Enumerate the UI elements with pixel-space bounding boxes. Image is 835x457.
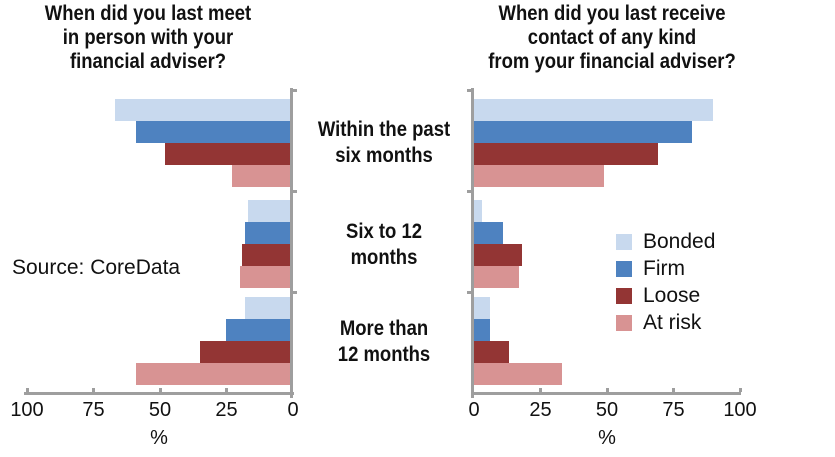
bar-at-risk-cat2 <box>474 363 562 385</box>
x-axis-tick <box>159 388 162 392</box>
source-note: Source: CoreData <box>12 256 181 279</box>
x-axis-tick <box>739 388 742 392</box>
bar-loose-cat1 <box>474 244 522 266</box>
bar-at-risk-cat1 <box>474 266 519 288</box>
bar-bonded-cat0 <box>474 99 713 121</box>
legend-label: Bonded <box>643 230 716 253</box>
category-label-line: 12 months <box>337 343 431 366</box>
x-tick-label: 100 <box>10 399 44 421</box>
x-axis-tick <box>606 388 609 392</box>
bar-bonded-cat0 <box>115 99 293 121</box>
legend-item-firm: Firm <box>616 255 715 282</box>
legend-swatch-at-risk <box>616 314 632 331</box>
category-label-line: Within the past <box>317 118 451 141</box>
bar-loose-cat2 <box>474 341 509 363</box>
bar-at-risk-cat2 <box>136 363 293 385</box>
legend-item-at-risk: At risk <box>616 309 715 336</box>
x-tick-label: 25 <box>215 399 238 421</box>
bar-at-risk-cat1 <box>240 266 293 288</box>
bar-firm-cat2 <box>226 319 293 341</box>
y-axis-tick <box>293 291 297 294</box>
legend-label: At risk <box>643 311 702 334</box>
right-chart-title: When did you last receive contact of any… <box>477 2 746 74</box>
category-label-line: Six to 12 <box>345 220 423 243</box>
x-tick-label: 50 <box>148 399 172 421</box>
x-axis-tick <box>92 388 95 392</box>
legend-swatch-firm <box>616 260 632 277</box>
y-axis-tick <box>467 89 471 92</box>
legend: Bonded Firm Loose At risk <box>616 228 715 336</box>
x-tick-label: 50 <box>595 399 619 421</box>
x-tick-label: 25 <box>529 399 552 421</box>
left-x-axis-unit-label: % <box>150 427 168 449</box>
title-line: When did you last receive <box>498 2 726 25</box>
bar-firm-cat2 <box>474 319 490 341</box>
category-label-line: More than <box>339 317 429 340</box>
legend-swatch-bonded <box>616 233 632 250</box>
bar-bonded-cat2 <box>245 297 293 319</box>
bar-bonded-cat1 <box>474 200 482 222</box>
y-axis-tick <box>293 89 297 92</box>
category-label-more-than-12-months: More than 12 months <box>307 316 462 368</box>
legend-label: Loose <box>643 284 701 307</box>
title-line: financial adviser? <box>69 50 227 73</box>
x-axis-tick <box>539 388 542 392</box>
left-chart-title: When did you last meet in person with yo… <box>13 2 282 74</box>
x-tick-label: 75 <box>662 399 685 421</box>
legend-item-bonded: Bonded <box>616 228 715 255</box>
bar-bonded-cat1 <box>248 200 293 222</box>
y-axis-tick <box>293 190 297 193</box>
y-axis-tick <box>467 291 471 294</box>
y-axis-tick <box>467 190 471 193</box>
left-chart-x-axis <box>24 392 294 395</box>
title-line: When did you last meet <box>44 2 252 25</box>
bar-bonded-cat2 <box>474 297 490 319</box>
bar-at-risk-cat0 <box>474 165 604 187</box>
category-label-line: six months <box>335 144 433 167</box>
bar-firm-cat1 <box>245 222 293 244</box>
title-line: in person with your <box>62 26 234 49</box>
right-x-axis-unit-label: % <box>598 427 616 449</box>
x-tick-label: 0 <box>287 399 299 421</box>
legend-item-loose: Loose <box>616 282 715 309</box>
category-label-within-past-six-months: Within the past six months <box>307 117 462 169</box>
bar-firm-cat0 <box>474 121 692 143</box>
bar-at-risk-cat0 <box>232 165 293 187</box>
bar-loose-cat1 <box>242 244 293 266</box>
x-axis-tick <box>26 388 29 392</box>
bar-firm-cat1 <box>474 222 503 244</box>
legend-swatch-loose <box>616 287 632 304</box>
bar-firm-cat0 <box>136 121 293 143</box>
bar-loose-cat0 <box>165 143 293 165</box>
category-label-line: months <box>350 246 418 269</box>
title-line: contact of any kind <box>527 26 697 49</box>
right-chart-x-axis <box>472 392 741 395</box>
x-tick-label: 0 <box>468 399 480 421</box>
x-axis-tick <box>672 388 675 392</box>
left-chart-y-axis <box>290 88 293 398</box>
bar-loose-cat0 <box>474 143 658 165</box>
bar-loose-cat2 <box>200 341 293 363</box>
title-line: from your financial adviser? <box>488 50 736 73</box>
right-chart-y-axis <box>471 88 474 398</box>
legend-label: Firm <box>643 257 685 280</box>
category-label-six-to-12-months: Six to 12 months <box>307 219 462 271</box>
x-axis-tick <box>225 388 228 392</box>
x-tick-label: 75 <box>82 399 105 421</box>
x-tick-label: 100 <box>723 399 757 421</box>
